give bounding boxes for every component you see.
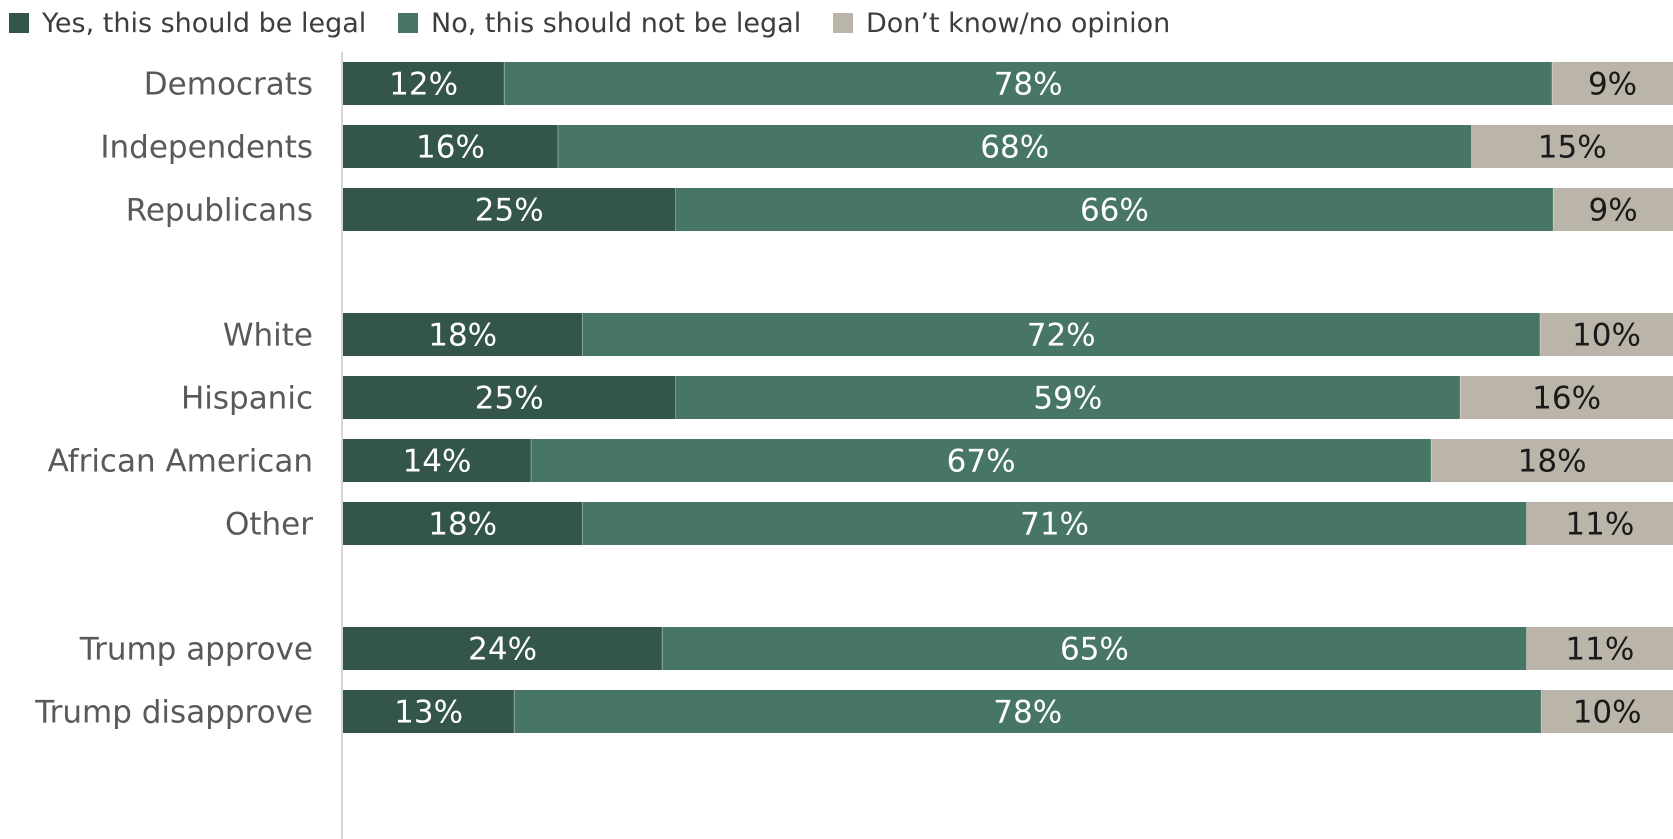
legend-label-no-this-should-not-be-legal: No, this should not be legal: [431, 8, 801, 39]
bar-democrats-don-t-know-no-opinion: [1552, 62, 1673, 105]
bar-trump-disapprove-no-this-should-not-be-legal: [514, 690, 1542, 733]
data-label-white-yes-this-should-be-legal: 18%: [428, 318, 497, 354]
bar-independents-don-t-know-no-opinion: [1471, 125, 1673, 168]
data-label-trump-disapprove-don-t-know-no-opinion: 10%: [1573, 695, 1642, 731]
data-label-hispanic-yes-this-should-be-legal: 25%: [475, 381, 544, 417]
bar-trump-approve-no-this-should-not-be-legal: [662, 627, 1527, 670]
category-label-hispanic: Hispanic: [181, 381, 313, 417]
legend-swatch-don-t-know-no-opinion: [833, 13, 853, 33]
data-label-republicans-yes-this-should-be-legal: 25%: [475, 193, 544, 229]
data-label-other-yes-this-should-be-legal: 18%: [428, 507, 497, 543]
data-label-independents-no-this-should-not-be-legal: 68%: [980, 130, 1049, 166]
category-label-trump-approve: Trump approve: [79, 632, 313, 668]
bar-trump-disapprove-yes-this-should-be-legal: [343, 690, 515, 733]
bar-other-no-this-should-not-be-legal: [582, 502, 1527, 545]
bar-independents-no-this-should-not-be-legal: [557, 125, 1472, 168]
bar-african-american-no-this-should-not-be-legal: [531, 439, 1432, 482]
data-label-republicans-don-t-know-no-opinion: 9%: [1589, 193, 1638, 229]
bar-hispanic-no-this-should-not-be-legal: [675, 376, 1461, 419]
bar-white-yes-this-should-be-legal: [343, 313, 583, 356]
data-label-hispanic-don-t-know-no-opinion: 16%: [1532, 381, 1601, 417]
bar-segments: [343, 62, 1673, 733]
data-label-independents-don-t-know-no-opinion: 15%: [1538, 130, 1607, 166]
data-labels: 12% 78% 9% 16% 68% 15% 25% 66% 9% 18% 72% 10% 25% 59%…: [389, 67, 1641, 731]
bar-trump-disapprove-don-t-know-no-opinion: [1541, 690, 1673, 733]
bar-other-don-t-know-no-opinion: [1526, 502, 1673, 545]
bar-white-no-this-should-not-be-legal: [582, 313, 1540, 356]
data-label-democrats-don-t-know-no-opinion: 9%: [1588, 67, 1637, 103]
bar-democrats-no-this-should-not-be-legal: [504, 62, 1553, 105]
data-label-republicans-no-this-should-not-be-legal: 66%: [1080, 193, 1149, 229]
bar-african-american-don-t-know-no-opinion: [1431, 439, 1673, 482]
data-label-independents-yes-this-should-be-legal: 16%: [416, 130, 485, 166]
legend-label-yes-this-should-be-legal: Yes, this should be legal: [41, 8, 366, 39]
data-label-african-american-don-t-know-no-opinion: 18%: [1518, 444, 1587, 480]
legend-swatch-no-this-should-not-be-legal: [398, 13, 418, 33]
data-label-african-american-no-this-should-not-be-legal: 67%: [947, 444, 1016, 480]
category-label-african-american: African American: [48, 444, 313, 480]
bar-hispanic-don-t-know-no-opinion: [1460, 376, 1673, 419]
bar-republicans-don-t-know-no-opinion: [1553, 188, 1673, 231]
bar-other-yes-this-should-be-legal: [343, 502, 583, 545]
category-label-republicans: Republicans: [126, 193, 313, 229]
data-label-hispanic-no-this-should-not-be-legal: 59%: [1033, 381, 1102, 417]
bar-african-american-yes-this-should-be-legal: [343, 439, 532, 482]
category-label-white: White: [223, 318, 313, 354]
category-label-democrats: Democrats: [144, 67, 313, 103]
bar-trump-approve-don-t-know-no-opinion: [1526, 627, 1673, 670]
category-label-other: Other: [225, 507, 313, 543]
bar-democrats-yes-this-should-be-legal: [343, 62, 505, 105]
bar-independents-yes-this-should-be-legal: [343, 125, 558, 168]
category-label-independents: Independents: [100, 130, 313, 166]
bar-white-don-t-know-no-opinion: [1540, 313, 1673, 356]
data-label-democrats-no-this-should-not-be-legal: 78%: [994, 67, 1063, 103]
data-label-african-american-yes-this-should-be-legal: 14%: [403, 444, 472, 480]
bar-trump-approve-yes-this-should-be-legal: [343, 627, 663, 670]
data-label-white-don-t-know-no-opinion: 10%: [1572, 318, 1641, 354]
data-label-trump-disapprove-yes-this-should-be-legal: 13%: [394, 695, 463, 731]
chart-legend: Yes, this should be legal No, this should…: [9, 8, 1170, 39]
bar-republicans-no-this-should-not-be-legal: [675, 188, 1554, 231]
category-label-trump-disapprove: Trump disapprove: [34, 695, 313, 731]
category-labels: Democrats Independents Republicans White His…: [34, 67, 313, 731]
data-label-democrats-yes-this-should-be-legal: 12%: [389, 67, 458, 103]
data-label-white-no-this-should-not-be-legal: 72%: [1027, 318, 1096, 354]
bar-hispanic-yes-this-should-be-legal: [343, 376, 676, 419]
legend-swatch-yes-this-should-be-legal: [9, 13, 29, 33]
data-label-trump-approve-don-t-know-no-opinion: 11%: [1565, 632, 1634, 668]
bar-republicans-yes-this-should-be-legal: [343, 188, 676, 231]
data-label-other-no-this-should-not-be-legal: 71%: [1020, 507, 1089, 543]
data-label-trump-approve-no-this-should-not-be-legal: 65%: [1060, 632, 1129, 668]
data-label-trump-approve-yes-this-should-be-legal: 24%: [468, 632, 537, 668]
data-label-other-don-t-know-no-opinion: 11%: [1565, 507, 1634, 543]
legend-label-don-t-know-no-opinion: Don’t know/no opinion: [866, 8, 1170, 39]
data-label-trump-disapprove-no-this-should-not-be-legal: 78%: [993, 695, 1062, 731]
